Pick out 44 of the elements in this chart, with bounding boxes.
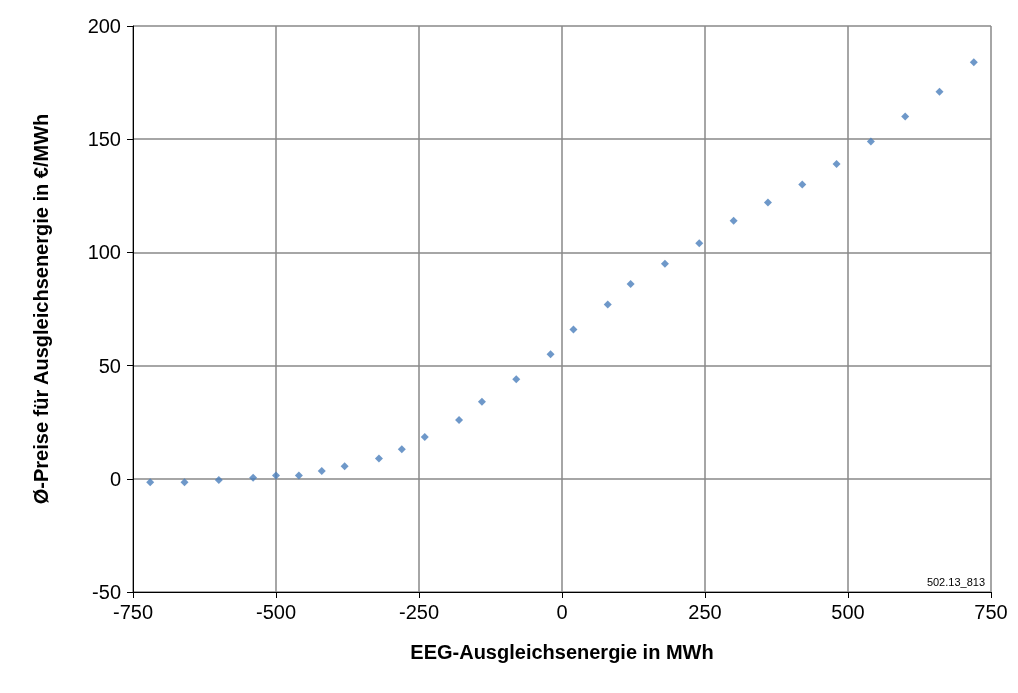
- y-tick-label: 150: [87, 128, 121, 151]
- point: [340, 462, 349, 471]
- x-tick-label: -750: [112, 601, 154, 623]
- point: [763, 198, 772, 207]
- point: [397, 445, 406, 454]
- point: [935, 87, 944, 96]
- y-tick-label: 100: [87, 241, 121, 264]
- point: [477, 397, 486, 406]
- x-tick-label: -500: [255, 601, 297, 623]
- point: [294, 471, 303, 480]
- point: [455, 415, 464, 424]
- annotation: 502.13_813: [926, 575, 986, 588]
- point: [249, 473, 258, 482]
- point: [317, 466, 326, 475]
- x-tick-label: 500: [831, 601, 865, 623]
- x-tick-label: 750: [974, 601, 1008, 623]
- x-tick-label: 0: [556, 601, 568, 623]
- point: [901, 112, 910, 121]
- point: [603, 300, 612, 309]
- point: [146, 478, 155, 487]
- point: [832, 160, 841, 169]
- point: [729, 216, 738, 225]
- point: [626, 280, 635, 289]
- y-tick-label: 200: [87, 15, 121, 37]
- y-tick-label: -50: [92, 581, 121, 603]
- point: [969, 58, 978, 67]
- point: [374, 454, 383, 463]
- point: [866, 137, 875, 146]
- point: [214, 475, 223, 484]
- point: [180, 478, 189, 487]
- x-tick-label: 250: [688, 601, 722, 623]
- point: [546, 350, 555, 359]
- y-tick-label: 50: [98, 354, 121, 377]
- point: [512, 375, 521, 384]
- point: [660, 259, 669, 268]
- x-axis-title: EEG-Ausgleichsenergie in MWh: [410, 641, 714, 663]
- point: [420, 432, 429, 441]
- y-axis-title: Ø-Preise für Ausgleichsenergie in €/MWh: [30, 113, 52, 505]
- x-tick-label: -250: [398, 601, 440, 623]
- point: [798, 180, 807, 189]
- point: [695, 239, 704, 248]
- y-tick-label: 0: [109, 467, 121, 490]
- point: [569, 325, 578, 334]
- point: [272, 471, 280, 480]
